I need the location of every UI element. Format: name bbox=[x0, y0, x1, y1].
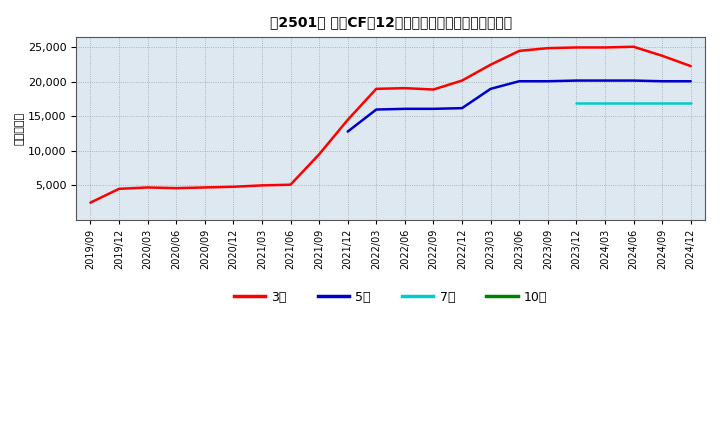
Y-axis label: （百万円）: （百万円） bbox=[15, 112, 25, 145]
Title: ［2501］ 投資CFの12か月移動合計の標準偏差の推移: ［2501］ 投資CFの12か月移動合計の標準偏差の推移 bbox=[269, 15, 512, 29]
Legend: 3年, 5年, 7年, 10年: 3年, 5年, 7年, 10年 bbox=[229, 286, 552, 309]
